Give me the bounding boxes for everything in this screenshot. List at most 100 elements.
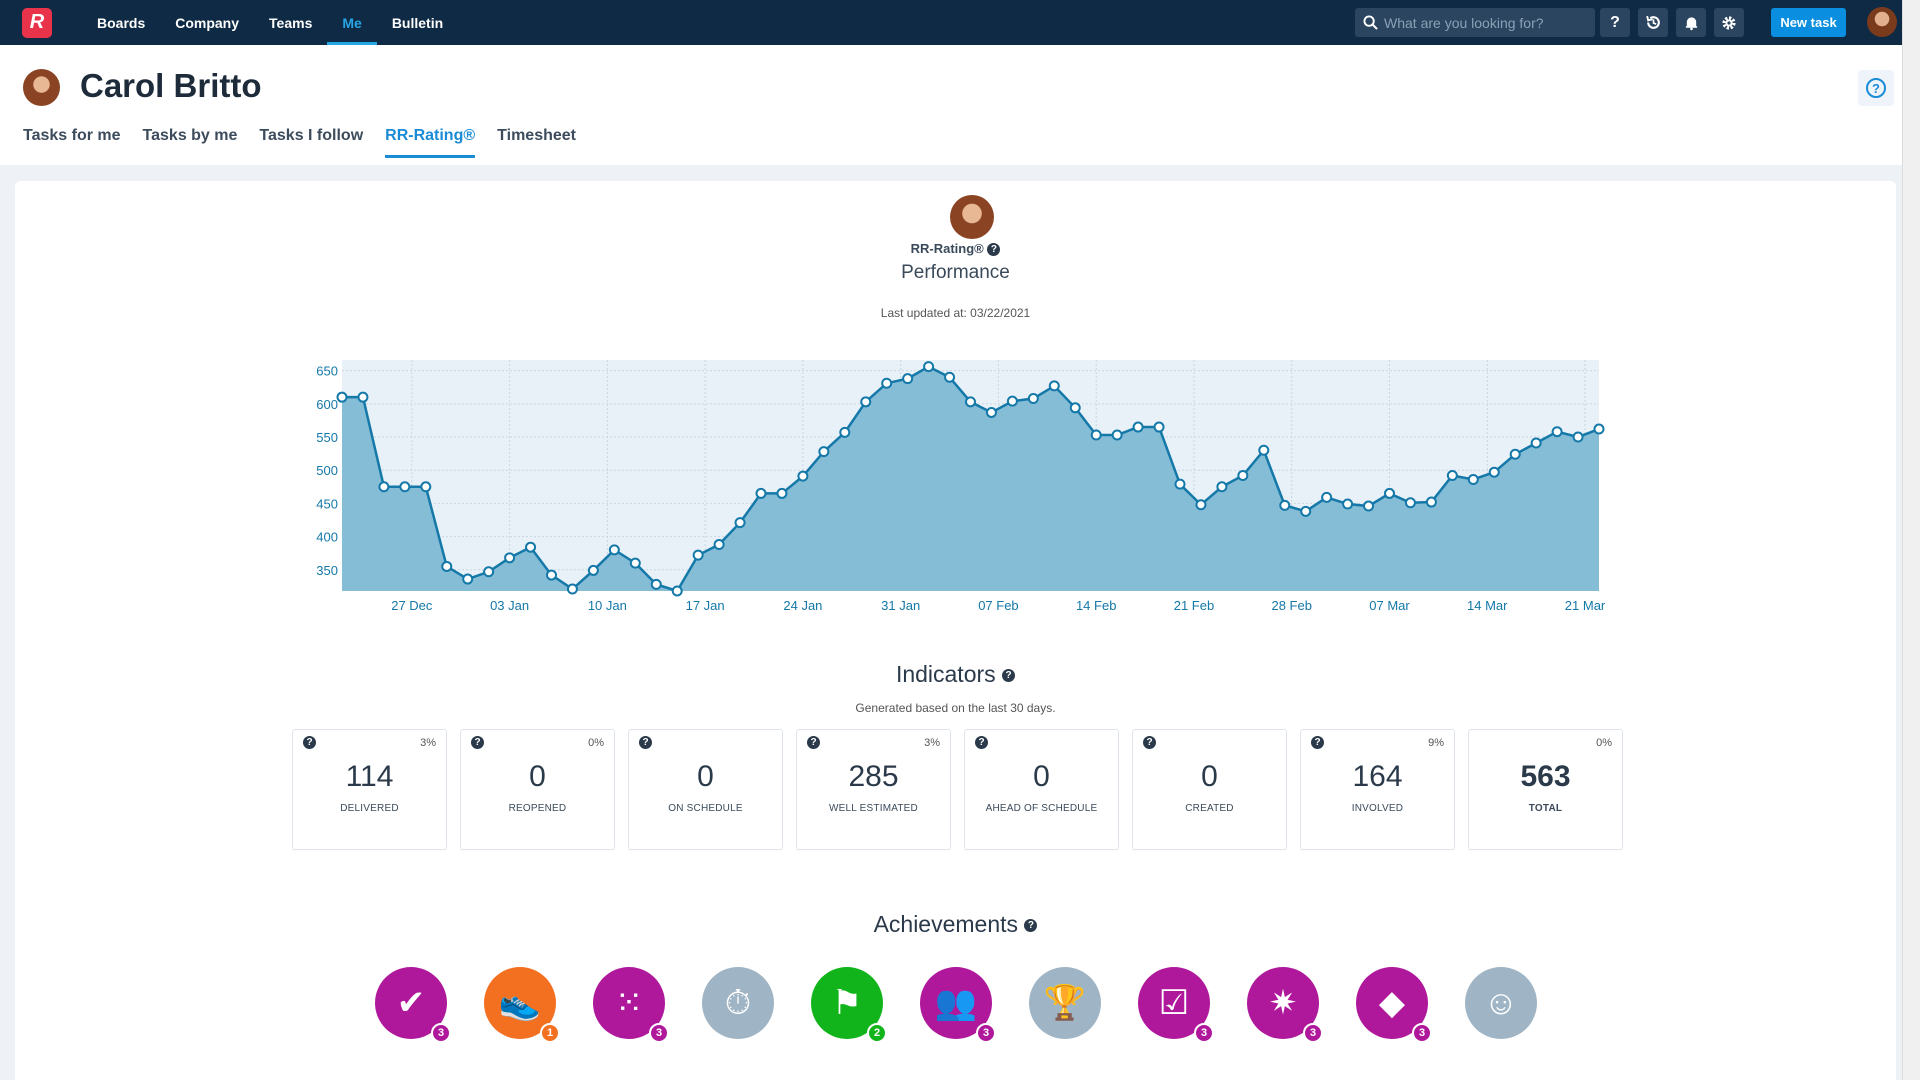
- smiley-icon-glyph: ☺: [1483, 983, 1519, 1022]
- chart-data-point: [923, 361, 935, 373]
- chart-data-point: [1027, 393, 1039, 405]
- chart-data-point: [902, 373, 914, 385]
- indicator-help-icon[interactable]: ?: [471, 736, 484, 749]
- performance-title: Performance: [901, 262, 1010, 283]
- indicator-label: DELIVERED: [340, 803, 399, 814]
- chart-x-tick-label: 03 Jan: [490, 598, 529, 613]
- indicator-help-icon[interactable]: ?: [303, 736, 316, 749]
- chart-data-point: [1321, 491, 1333, 503]
- nav-company[interactable]: Company: [175, 14, 240, 31]
- chart-data-point: [1279, 499, 1291, 511]
- profile-avatar: [23, 69, 60, 106]
- achievements-title-text: Achievements: [873, 911, 1019, 937]
- top-navbar: R Boards Company Teams Me Bulletin ? New…: [0, 0, 1902, 45]
- people-icon-glyph: 👥: [934, 984, 978, 1022]
- profile-tabs: Tasks for me Tasks by me Tasks I follow …: [23, 127, 598, 158]
- chart-data-point: [1048, 380, 1060, 392]
- indicator-label: AHEAD OF SCHEDULE: [985, 803, 1098, 814]
- indicator-help-icon[interactable]: ?: [975, 736, 988, 749]
- indicator-value: 563: [1520, 760, 1571, 793]
- chart-y-tick-label: 350: [316, 563, 338, 578]
- indicator-help-icon[interactable]: ?: [807, 736, 820, 749]
- tab-tasks-for-me[interactable]: Tasks for me: [23, 127, 121, 144]
- page-help-button[interactable]: ?: [1858, 70, 1894, 106]
- chart-data-point: [357, 391, 369, 403]
- chart-x-tick-label: 17 Jan: [686, 598, 725, 613]
- chart-data-point: [378, 481, 390, 493]
- main-nav: Boards Company Teams Me Bulletin: [82, 0, 458, 45]
- chart-x-tick-label: 07 Mar: [1369, 598, 1410, 613]
- app-logo[interactable]: R: [22, 7, 52, 38]
- star-burst-icon-glyph: ✷: [1268, 984, 1298, 1022]
- diamond-icon[interactable]: ◆ 3: [1356, 967, 1432, 1043]
- chart-data-point: [1530, 437, 1542, 449]
- indicator-label: ON SCHEDULE: [668, 803, 743, 814]
- nav-teams[interactable]: Teams: [269, 14, 313, 31]
- check-icon[interactable]: ✔ 3: [375, 967, 451, 1043]
- smiley-icon[interactable]: ☺: [1465, 967, 1537, 1039]
- badge-count: 1: [540, 1023, 560, 1043]
- new-task-button[interactable]: New task: [1771, 8, 1846, 37]
- chart-data-point: [1342, 498, 1354, 510]
- badge-count: 3: [431, 1023, 451, 1043]
- rating-help-icon[interactable]: ?: [987, 243, 1001, 257]
- trophy-icon[interactable]: 🏆: [1029, 967, 1101, 1039]
- check-icon-glyph: ✔: [396, 984, 426, 1022]
- chart-data-point: [713, 539, 725, 551]
- indicator-value: 114: [345, 760, 394, 793]
- sneaker-icon[interactable]: 👟 1: [484, 967, 560, 1043]
- nav-bulletin[interactable]: Bulletin: [391, 14, 444, 31]
- user-avatar[interactable]: [1867, 7, 1897, 37]
- flag-icon[interactable]: ⚑ 2: [811, 967, 887, 1043]
- indicator-help-icon[interactable]: ?: [639, 736, 652, 749]
- chart-x-tick-label: 31 Jan: [881, 598, 920, 613]
- page-scrollbar[interactable]: [1902, 0, 1920, 1080]
- indicator-help-icon[interactable]: ?: [1143, 736, 1156, 749]
- tab-rr-rating[interactable]: RR-Rating®: [385, 127, 476, 158]
- chart-data-point: [944, 371, 956, 383]
- chart-area-fill: [342, 366, 1599, 591]
- badge-count: 3: [1303, 1023, 1323, 1043]
- stopwatch-icon[interactable]: ⏱: [702, 967, 774, 1039]
- indicator-pct: 3%: [924, 737, 940, 749]
- indicators-help-icon[interactable]: ?: [1002, 669, 1016, 683]
- indicator-value: 0: [697, 760, 714, 793]
- nav-boards[interactable]: Boards: [97, 14, 146, 31]
- chart-data-point: [839, 426, 851, 438]
- dots-grid-icon-glyph: ⁙: [614, 984, 644, 1022]
- chart-data-point: [629, 557, 641, 569]
- indicator-value: 0: [1033, 760, 1050, 793]
- nav-me[interactable]: Me: [327, 0, 378, 45]
- tab-tasks-i-follow[interactable]: Tasks I follow: [259, 127, 364, 144]
- chart-data-point: [818, 446, 830, 458]
- search-box[interactable]: [1355, 8, 1595, 37]
- history-icon[interactable]: [1638, 8, 1668, 37]
- chart-data-point: [1216, 481, 1228, 493]
- chart-data-point: [1258, 444, 1270, 456]
- chart-data-point: [504, 552, 516, 564]
- indicators-subtitle: Generated based on the last 30 days.: [855, 701, 1056, 715]
- chart-data-point: [881, 377, 893, 389]
- people-icon[interactable]: 👥 3: [920, 967, 996, 1043]
- gear-icon[interactable]: [1714, 8, 1744, 37]
- indicator-help-icon[interactable]: ?: [1311, 736, 1324, 749]
- chart-data-point: [1384, 487, 1395, 499]
- chart-x-tick-label: 28 Feb: [1271, 598, 1311, 613]
- indicator-involved: ? 9% 164 INVOLVED: [1300, 729, 1455, 850]
- achievements-title: Achievements ?: [15, 911, 1896, 938]
- chart-data-point: [692, 549, 704, 561]
- chart-data-point: [985, 406, 997, 418]
- badge-count: 3: [649, 1023, 669, 1043]
- star-burst-icon[interactable]: ✷ 3: [1247, 967, 1323, 1043]
- bell-icon[interactable]: [1676, 8, 1706, 37]
- checklist-icon[interactable]: ☑ 3: [1138, 967, 1214, 1043]
- tab-timesheet[interactable]: Timesheet: [497, 127, 576, 144]
- dots-grid-icon[interactable]: ⁙ 3: [593, 967, 669, 1043]
- achievements-help-icon[interactable]: ?: [1024, 919, 1038, 933]
- search-input[interactable]: [1384, 14, 1584, 31]
- chart-data-point: [1509, 448, 1521, 460]
- tab-tasks-by-me[interactable]: Tasks by me: [142, 127, 238, 144]
- chart-data-point: [1404, 497, 1416, 509]
- indicator-created: ? 0 CREATED: [1132, 729, 1287, 850]
- help-icon[interactable]: ?: [1600, 8, 1630, 37]
